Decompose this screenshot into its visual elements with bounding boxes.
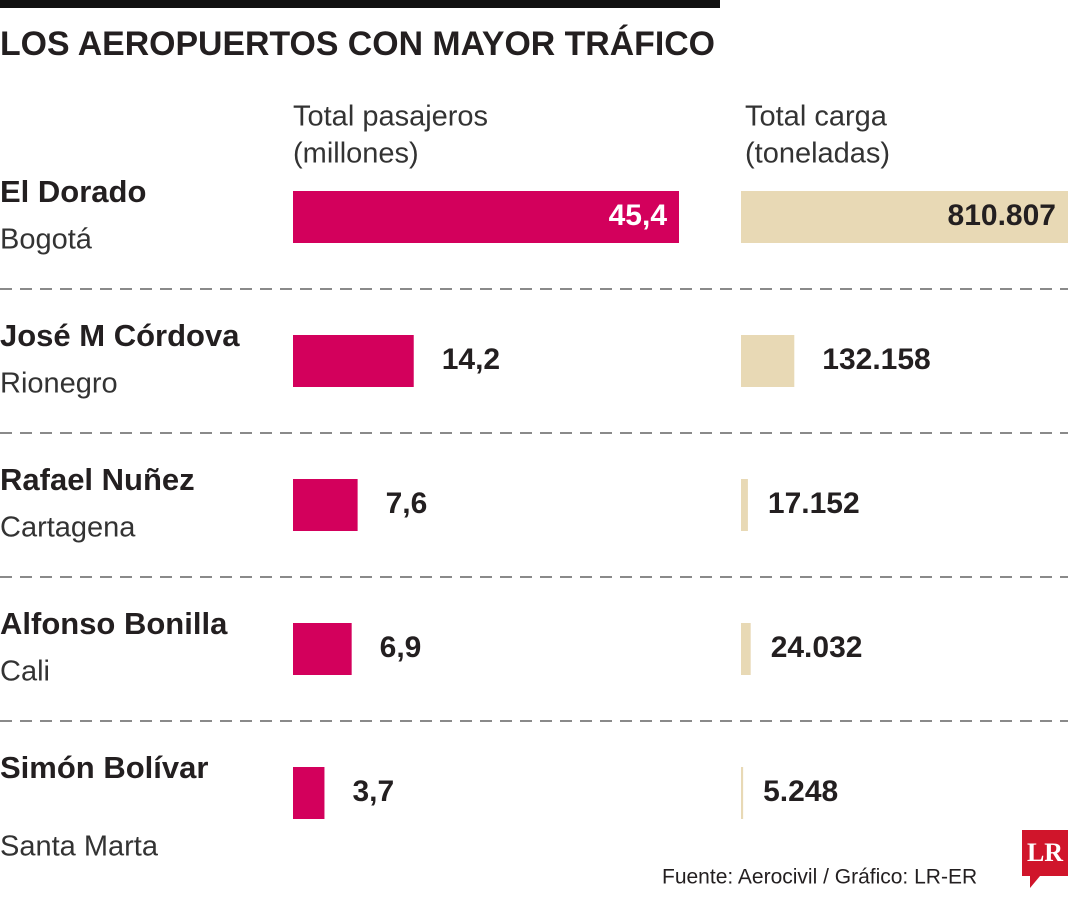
bar <box>741 623 751 675</box>
logo-box <box>1022 830 1068 888</box>
category-subtitle: Santa Marta <box>0 831 159 863</box>
value-label: 45,4 <box>609 199 668 232</box>
category-subtitle: Cartagena <box>0 512 136 544</box>
category-label: Alfonso Bonilla <box>0 606 228 641</box>
bar <box>741 479 748 531</box>
value-label: 6,9 <box>380 631 422 664</box>
value-label: 24.032 <box>771 631 863 664</box>
value-label: 132.158 <box>822 343 930 376</box>
bar <box>293 335 414 387</box>
category-label: José M Córdova <box>0 318 240 353</box>
bar <box>741 767 744 819</box>
bar <box>741 335 795 387</box>
bar <box>293 767 325 819</box>
column-title: Total pasajeros <box>293 101 488 133</box>
source: Fuente: Aerocivil / Gráfico: LR-ER <box>662 866 977 889</box>
category-label: Rafael Nuñez <box>0 462 195 497</box>
column-subtitle: (toneladas) <box>745 138 890 170</box>
value-label: 810.807 <box>948 199 1056 232</box>
bar <box>741 191 1068 243</box>
category-label: El Dorado <box>0 174 146 209</box>
bar <box>293 623 352 675</box>
bar <box>293 191 679 243</box>
value-label: 17.152 <box>768 487 860 520</box>
value-label: 14,2 <box>442 343 500 376</box>
title: LOS AEROPUERTOS CON MAYOR TRÁFICO <box>0 25 715 63</box>
value-label: 7,6 <box>386 487 428 520</box>
column-subtitle: (millones) <box>293 138 419 170</box>
logo: LR <box>1027 838 1063 867</box>
category-subtitle: Cali <box>0 656 50 688</box>
top-rule <box>0 0 720 8</box>
column-title: Total carga <box>745 101 888 133</box>
category-label: Simón Bolívar <box>0 750 208 785</box>
category-subtitle: Rionegro <box>0 368 118 400</box>
value-label: 3,7 <box>352 775 394 808</box>
bar <box>293 479 358 531</box>
category-subtitle: Bogotá <box>0 224 93 256</box>
value-label: 5.248 <box>763 775 838 808</box>
